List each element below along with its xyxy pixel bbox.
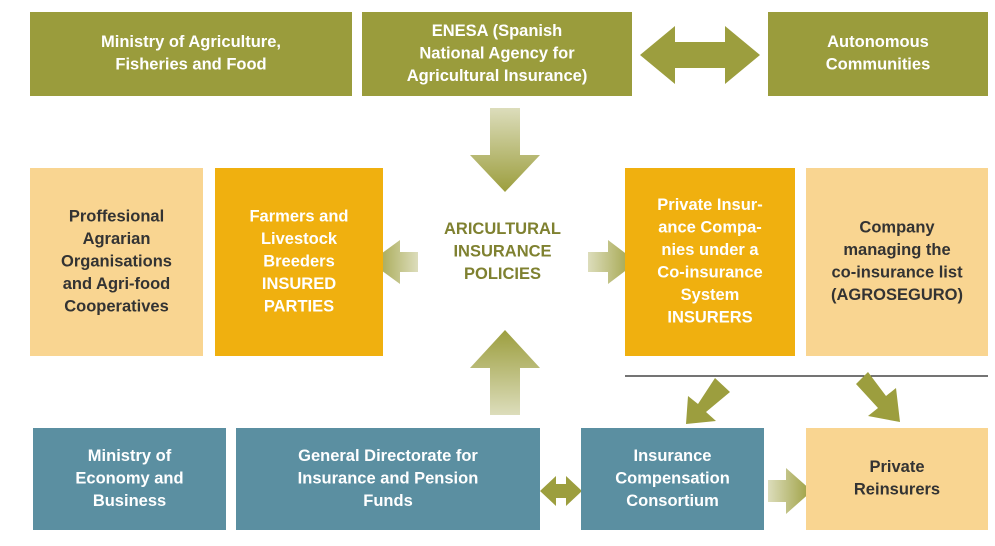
node-label: nies under a: [661, 241, 759, 259]
node: Farmers and Livestock Breeders INSURED PARTI…: [215, 168, 383, 356]
node-label: ance Compa-: [658, 219, 762, 237]
node-label: Organisations: [61, 252, 172, 270]
node-label: Agricultural Insurance): [407, 67, 588, 85]
node: Private Insur-ance Compa-nies under a Co-…: [625, 168, 795, 356]
node-label: National Agency for: [419, 44, 575, 62]
node: Ministry of Agriculture, Fisheries and Fo…: [30, 12, 352, 96]
node-box: [806, 168, 988, 356]
node-label: (AGROSEGURO): [831, 286, 963, 304]
diagonal-arrow: [686, 378, 730, 424]
node-label: Private: [869, 458, 924, 476]
node-label: Company: [859, 219, 935, 237]
node-box: [215, 168, 383, 356]
node: Insurance Compensation Consortium: [581, 428, 764, 530]
node-label: System: [681, 286, 740, 304]
node: Proffesional Agrarian Organisations and Agr…: [30, 168, 203, 356]
node-label: Agrarian: [83, 230, 151, 248]
node-box: [362, 12, 632, 96]
node: Company managing the co-insurance list (AGR…: [806, 168, 988, 356]
node: Autonomous Communities: [768, 12, 988, 96]
node-label: Autonomous: [827, 33, 929, 51]
node-label: Insurance: [634, 447, 712, 465]
node-label: Reinsurers: [854, 481, 940, 499]
node-box: [30, 168, 203, 356]
node-label: Breeders: [263, 252, 335, 270]
node-label: Livestock: [261, 230, 338, 248]
node-label: Farmers and: [249, 207, 348, 225]
node-label: Insurance and Pension: [298, 469, 479, 487]
node: General Directorate for Insurance and Pen…: [236, 428, 540, 530]
node: Ministry of Economy and Business: [33, 428, 226, 530]
node-label: POLICIES: [464, 265, 541, 283]
node-label: Economy and: [75, 469, 183, 487]
node-label: Proffesional: [69, 207, 164, 225]
node-label: Co-insurance: [657, 264, 762, 282]
double-arrow: [640, 26, 760, 84]
node-label: INSURANCE: [453, 242, 551, 260]
node-box: [581, 428, 764, 530]
node-label: ARICULTURAL: [444, 220, 561, 238]
node-label: Private Insur-: [657, 196, 762, 214]
node-label: ENESA (Spanish: [432, 22, 563, 40]
node-box: [806, 428, 988, 530]
up-arrow: [470, 330, 540, 415]
node-label: PARTIES: [264, 297, 334, 315]
node-box: [236, 428, 540, 530]
node-label: managing the: [843, 241, 950, 259]
down-arrow: [470, 108, 540, 192]
node-label: General Directorate for: [298, 447, 478, 465]
node: Private Reinsurers: [806, 428, 988, 530]
node-box: [30, 12, 352, 96]
node-label: Funds: [363, 492, 413, 510]
node-label: and Agri-food: [63, 275, 171, 293]
right-arrow: [588, 240, 637, 284]
node-label: Compensation: [615, 469, 730, 487]
node: ENESA (Spanish National Agency for Agricul…: [362, 12, 632, 96]
node-label: Ministry of: [88, 447, 172, 465]
node-box: [625, 168, 795, 356]
node-label: Consortium: [626, 492, 719, 510]
node-label: Cooperatives: [64, 297, 169, 315]
left-arrow: [370, 240, 418, 284]
node-label: INSURED: [262, 275, 336, 293]
node-label: Business: [93, 492, 166, 510]
node-label: INSURERS: [667, 309, 752, 327]
node-label: Communities: [826, 56, 931, 74]
node-box: [33, 428, 226, 530]
node-label: co-insurance list: [831, 264, 963, 282]
node-box: [768, 12, 988, 96]
node-label: Ministry of Agriculture,: [101, 33, 281, 51]
node: ARICULTURAL INSURANCE POLICIES: [444, 220, 561, 283]
node-label: Fisheries and Food: [115, 56, 266, 74]
diagonal-arrow: [856, 372, 900, 422]
double-arrow: [540, 476, 582, 506]
right-arrow: [768, 468, 812, 514]
